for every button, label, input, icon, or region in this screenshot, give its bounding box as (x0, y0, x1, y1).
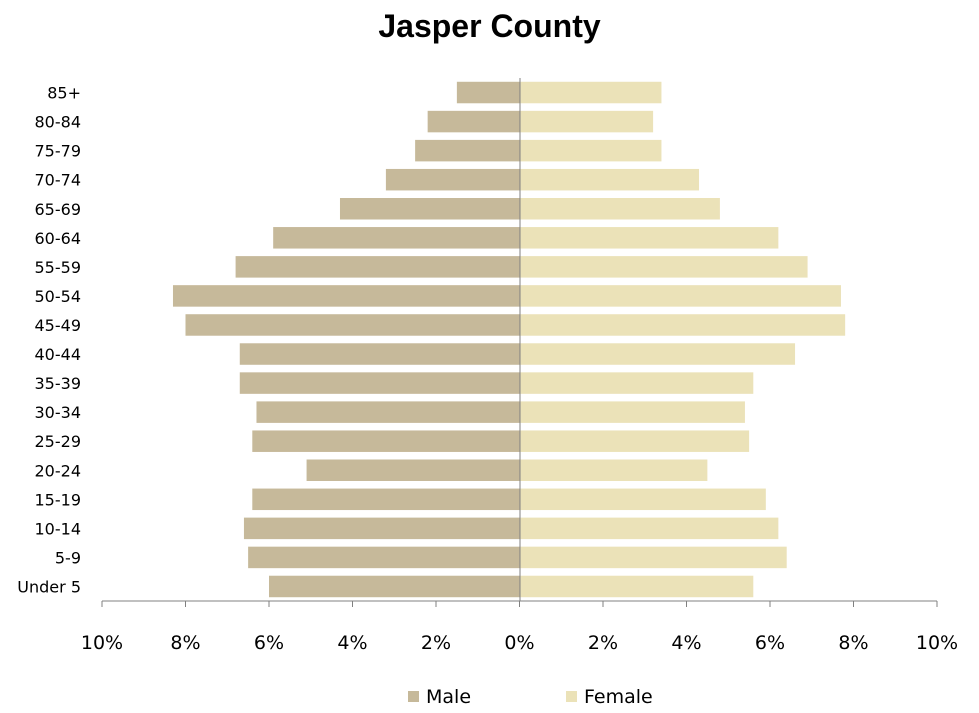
x-axis: 10% 8% 6% 4% 2% 0% 2% 4% 6% 8% 10% (81, 600, 958, 654)
x-tick-label: 6% (755, 632, 785, 654)
bar-male-85+ (456, 81, 520, 104)
legend-swatch-female (566, 691, 577, 702)
x-tick-label: 0% (504, 632, 534, 654)
bar-female-60-64 (520, 227, 779, 249)
category-label: 30-34 (35, 403, 82, 422)
x-tick-label: 8% (170, 632, 200, 654)
category-label: 60-64 (35, 229, 82, 248)
bar-female-45-49 (520, 314, 846, 336)
bar-female-under-5 (520, 575, 754, 598)
bar-male-25-29 (252, 430, 521, 452)
bar-male-10-14 (243, 517, 520, 540)
bar-male-under-5 (269, 575, 520, 598)
category-label: 80-84 (35, 113, 82, 132)
category-label: 65-69 (35, 200, 82, 219)
category-label: 5-9 (55, 548, 81, 567)
bar-male-35-39 (239, 372, 520, 394)
bar-female-5-9 (520, 546, 787, 569)
bar-male-5-9 (248, 546, 520, 569)
legend: Male Female (408, 686, 653, 708)
bar-female-50-54 (520, 285, 841, 307)
bar-male-30-34 (256, 401, 520, 423)
bar-female-75-79 (520, 139, 662, 162)
x-tick-label: 10% (916, 632, 958, 654)
x-tick-label: 2% (588, 632, 618, 654)
x-tick-label: 2% (421, 632, 451, 654)
bar-female-40-44 (520, 343, 796, 365)
bar-female-85+ (520, 81, 662, 104)
category-label: 75-79 (35, 142, 82, 161)
category-label: Under 5 (17, 577, 81, 596)
bar-female-55-59 (520, 256, 808, 278)
category-label: 10-14 (35, 519, 82, 538)
category-label: 70-74 (35, 171, 82, 190)
bar-male-60-64 (273, 227, 520, 249)
bar-male-55-59 (235, 256, 520, 278)
category-label: 20-24 (35, 461, 82, 480)
x-tick-label: 8% (838, 632, 868, 654)
legend-swatch-male (408, 691, 419, 702)
legend-label-female: Female (584, 686, 653, 708)
bar-male-75-79 (415, 139, 520, 162)
category-labels: Under 5 5-9 10-14 15-19 20-24 25-29 30-34 35-39… (17, 84, 81, 597)
x-tick-label: 6% (254, 632, 284, 654)
bar-female-80-84 (520, 110, 654, 133)
bar-female-65-69 (520, 197, 720, 220)
x-tick-label: 4% (337, 632, 367, 654)
x-tick-label: 4% (671, 632, 701, 654)
bar-female-20-24 (520, 459, 708, 482)
bar-female-30-34 (520, 401, 745, 423)
category-label: 85+ (47, 84, 81, 103)
bar-male-50-54 (172, 285, 520, 307)
bar-female-70-74 (520, 168, 700, 191)
bar-male-15-19 (252, 488, 521, 511)
category-label: 25-29 (35, 432, 82, 451)
chart-title: Jasper County (378, 8, 601, 44)
category-label: 35-39 (35, 374, 82, 393)
category-label: 45-49 (35, 316, 82, 335)
category-label: 40-44 (35, 345, 82, 364)
bar-male-40-44 (239, 343, 520, 365)
bar-female-10-14 (520, 517, 779, 540)
bar-male-20-24 (306, 459, 520, 482)
bars-group (172, 81, 846, 598)
category-label: 55-59 (35, 258, 82, 277)
bar-male-65-69 (339, 197, 520, 220)
bar-female-25-29 (520, 430, 750, 452)
x-tick-label: 10% (81, 632, 123, 654)
legend-label-male: Male (426, 686, 471, 708)
bar-female-15-19 (520, 488, 766, 511)
bar-male-80-84 (427, 110, 520, 133)
category-label: 15-19 (35, 490, 82, 509)
bar-female-35-39 (520, 372, 754, 394)
bar-male-70-74 (385, 168, 520, 191)
category-label: 50-54 (35, 287, 82, 306)
bar-male-45-49 (185, 314, 520, 336)
